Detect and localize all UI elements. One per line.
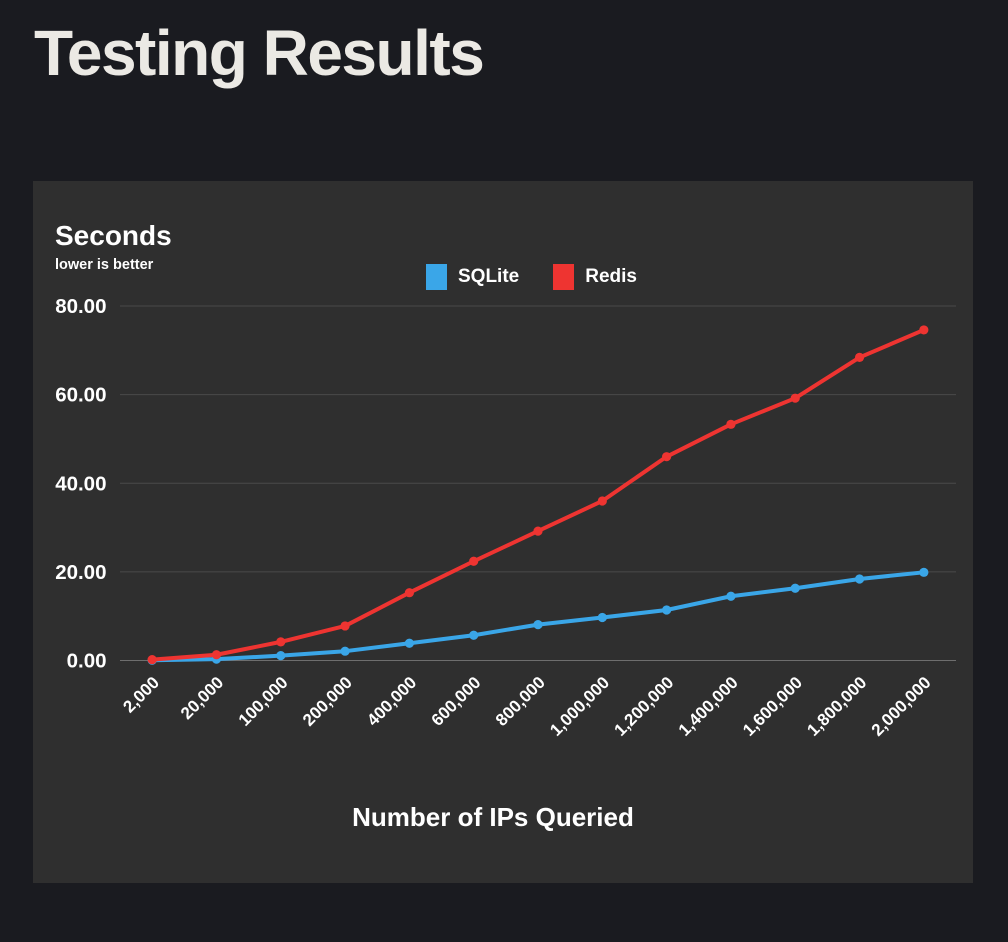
y-tick-label: 0.00	[67, 650, 107, 673]
x-axis-title: Number of IPs Queried	[352, 802, 634, 832]
y-tick-label: 40.00	[55, 472, 106, 495]
legend-label-sqlite: SQLite	[458, 266, 520, 287]
data-point-sqlite	[790, 583, 800, 593]
x-tick-label: 1,200,000	[611, 673, 678, 740]
data-point-redis	[662, 452, 672, 462]
y-axis-header: Seconds lower is better	[55, 220, 172, 274]
data-point-sqlite	[919, 567, 929, 577]
data-point-redis	[726, 419, 736, 429]
data-point-sqlite	[276, 651, 286, 661]
x-tick-label: 20,000	[177, 673, 227, 723]
x-tick-label: 800,000	[492, 673, 549, 730]
legend-item-sqlite: SQLite	[426, 264, 519, 290]
data-point-redis	[597, 496, 607, 506]
x-tick-label: 2,000	[119, 673, 163, 717]
series-line-redis	[150, 327, 926, 662]
x-tick-label: 2,000,000	[868, 673, 935, 740]
data-point-sqlite	[726, 591, 736, 601]
data-point-sqlite	[533, 620, 543, 630]
chart-panel: Seconds lower is better SQLite Redis 0.00…	[33, 181, 973, 883]
series-line-sqlite	[150, 570, 926, 663]
y-tick-label: 80.00	[55, 295, 106, 318]
data-point-redis	[790, 393, 800, 403]
data-point-redis	[276, 637, 286, 647]
x-tick-label: 600,000	[428, 673, 485, 730]
y-axis-title: Seconds	[55, 220, 172, 251]
data-point-redis	[147, 655, 157, 665]
data-point-redis	[340, 621, 350, 631]
y-axis-subtitle: lower is better	[55, 257, 154, 274]
legend-swatch-redis	[553, 264, 575, 290]
data-point-redis	[854, 352, 865, 363]
legend-swatch-sqlite	[426, 264, 447, 290]
chart-legend: SQLite Redis	[426, 264, 637, 290]
y-tick-label: 20.00	[55, 561, 106, 584]
line-chart: 0.00 20.00 40.00 60.00 80.00 2,000 20,000 100,0…	[55, 295, 956, 832]
data-point-sqlite	[662, 605, 672, 615]
data-point-sqlite	[469, 630, 479, 640]
data-point-redis	[211, 650, 222, 660]
x-tick-label: 1,400,000	[675, 673, 742, 740]
x-tick-label: 100,000	[235, 673, 292, 730]
data-point-redis	[469, 556, 479, 566]
data-point-sqlite	[597, 612, 607, 623]
data-point-sqlite	[340, 646, 350, 656]
data-point-sqlite	[404, 638, 414, 648]
legend-item-redis: Redis	[553, 264, 637, 290]
x-tick-label: 1,000,000	[546, 673, 613, 740]
data-point-redis	[533, 526, 543, 536]
data-point-sqlite	[854, 574, 865, 584]
y-tick-label: 60.00	[55, 384, 106, 407]
data-point-redis	[919, 325, 929, 335]
x-tick-label: 1,600,000	[739, 673, 806, 740]
x-tick-label: 1,800,000	[803, 673, 870, 740]
page-title: Testing Results	[34, 17, 485, 89]
x-tick-label: 400,000	[363, 673, 420, 730]
x-tick-label: 200,000	[299, 673, 356, 730]
data-point-redis	[404, 588, 414, 598]
legend-label-redis: Redis	[585, 266, 637, 287]
